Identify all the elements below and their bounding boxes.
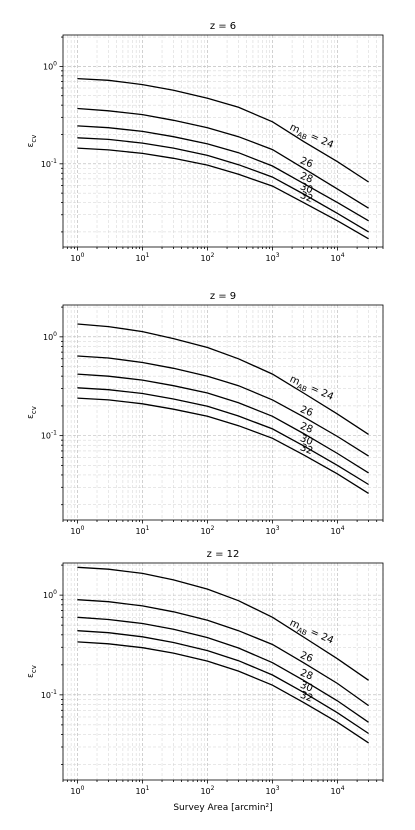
series-line-3 [77,125,369,222]
x-tick-label: 100 [70,785,84,796]
curve-label-3: 28 [298,171,314,186]
curve-label-4: 30 [298,433,314,448]
curve-label-1: mAB = 24 [287,618,335,649]
curve-label-4: 30 [298,680,314,695]
series-line-1 [77,77,369,183]
curve-label-1: mAB = 24 [287,374,335,405]
series-line-1 [77,566,369,681]
y-tick-label: 10-1 [41,158,57,169]
y-axis-label: εcv [26,135,38,148]
series-line-1 [77,323,369,435]
x-tick-label: 101 [135,525,149,536]
series-group [77,77,369,240]
chart-panel-3: z = 12 100 101 102 103 104 10-1 100 εcv Survey Ar… [26,549,384,813]
x-tick-label: 104 [331,252,345,263]
x-tick-label: 102 [200,252,214,263]
chart-title: z = 12 [207,549,240,560]
y-axis-label: εcv [26,406,38,419]
y-tick-label: 10-1 [41,689,57,700]
x-tick-label: 102 [200,785,214,796]
y-tick-label: 100 [43,331,57,342]
curve-label-1: mAB = 24 [287,122,335,153]
x-tick-label: 104 [331,525,345,536]
plot-frame [62,34,384,248]
curve-label-2: 26 [298,650,314,665]
curve-label-5: 32 [298,442,314,457]
x-tick-label: 104 [331,785,345,796]
x-tick-label: 102 [200,525,214,536]
series-line-2 [77,599,369,707]
y-axis-label: εcv [26,665,38,678]
grid [62,305,384,520]
series-group [77,566,369,744]
grid [62,35,384,247]
series-line-3 [77,373,369,474]
x-tick-label: 103 [266,525,280,536]
x-tick-label: 100 [70,252,84,263]
curve-label-4: 30 [298,181,314,196]
series-line-5 [77,641,369,744]
y-tick-label: 100 [43,589,57,600]
series-line-2 [77,355,369,457]
curve-label-3: 28 [298,668,314,683]
series-line-4 [77,630,369,735]
chart-title: z = 6 [210,21,236,32]
grid [62,563,384,780]
chart-title: z = 9 [210,291,236,302]
curve-label-5: 32 [298,690,314,705]
x-tick-label: 101 [135,252,149,263]
plot-frame [62,304,384,521]
series-line-2 [77,107,369,209]
series-line-5 [77,147,369,240]
chart-panel-1: z = 6 100 101 102 103 104 10-1 100 εcv mAB = 24 26… [26,21,384,263]
series-group [77,323,369,494]
series-line-5 [77,397,369,494]
x-tick-label: 103 [266,785,280,796]
y-tick-label: 10-1 [41,430,57,441]
curve-label-3: 28 [298,421,314,436]
curve-label-2: 26 [298,404,314,419]
x-tick-label: 103 [266,252,280,263]
y-tick-label: 100 [43,60,57,71]
x-axis-label: Survey Area [arcmin²] [173,803,272,813]
curve-label-2: 26 [298,155,314,170]
series-line-4 [77,387,369,486]
curve-label-5: 32 [298,190,314,205]
series-line-3 [77,616,369,723]
x-tick-label: 100 [70,525,84,536]
x-tick-label: 101 [135,785,149,796]
series-line-4 [77,137,369,233]
plot-frame [62,562,384,781]
chart-panel-2: z = 9 100 101 102 103 104 10-1 100 εcv mAB = 2426… [26,291,384,536]
